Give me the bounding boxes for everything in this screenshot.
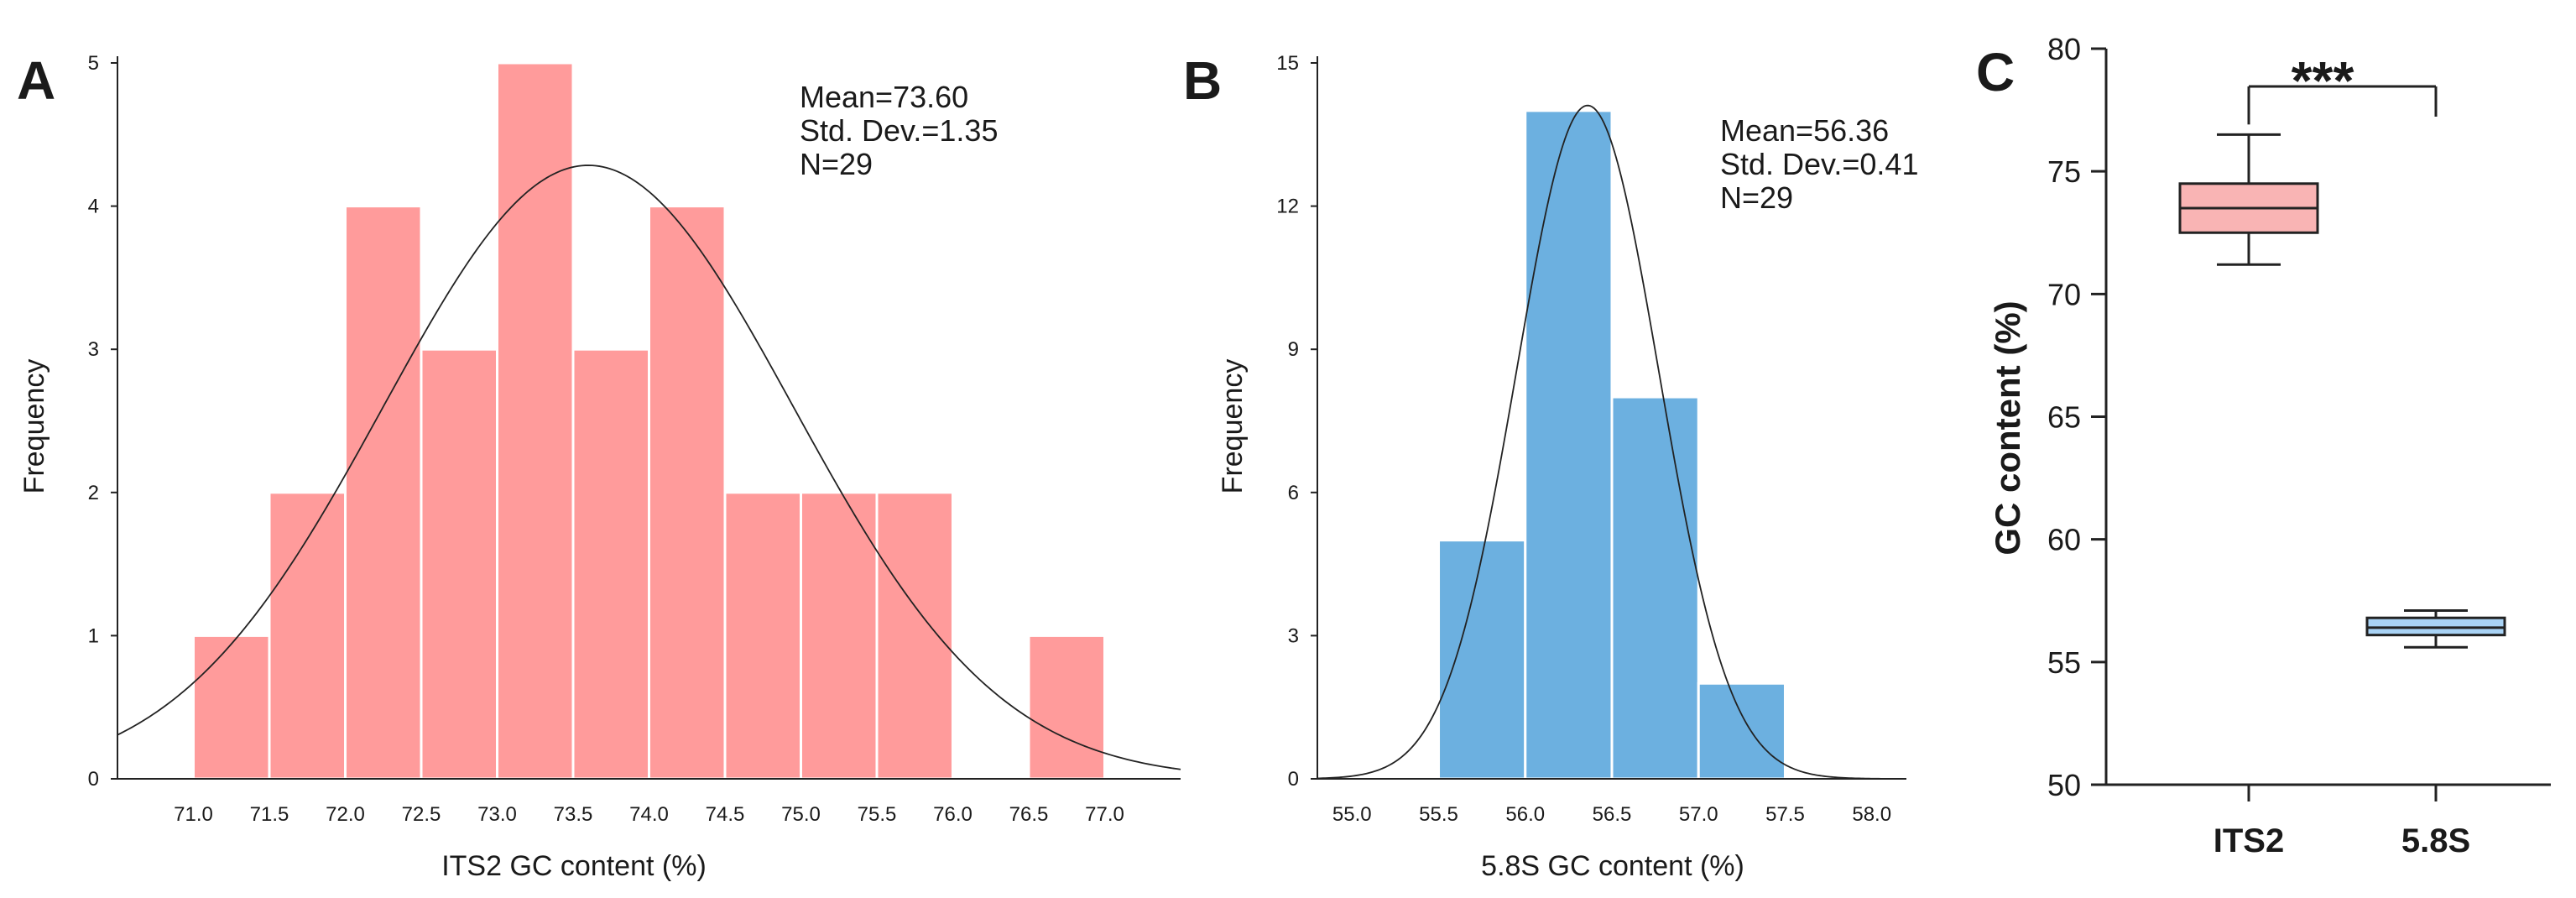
- panel-a-bar-2: [344, 205, 423, 781]
- panel-b-y-axis-title: Frequency: [1217, 359, 1249, 494]
- panel-c-y-tick-label-5: 75: [2047, 154, 2081, 189]
- panel-c-y-tick-label-0: 50: [2047, 768, 2081, 802]
- panel-b-y-tick-label-5: 15: [1276, 52, 1299, 75]
- panel-a-normal-curve: [117, 164, 1181, 770]
- panel-b-stat-n: N=29: [1720, 180, 1793, 215]
- panel-b-x-tick-label-3: 56.5: [1593, 803, 1632, 826]
- panel-a-bar-6: [648, 205, 727, 781]
- panel-a-x-tick-label-0: 71.0: [174, 803, 213, 826]
- panel-c-y-tick-label-6: 80: [2047, 32, 2081, 66]
- panel-b-normal-curve: [1317, 104, 1907, 780]
- panel-b-y-tick-label-0: 0: [1288, 768, 1299, 791]
- panel-a-bar-5: [571, 347, 650, 781]
- panel-a-y-tick-label-5: 5: [88, 52, 99, 75]
- panel-b-x-axis-title: 5.8S GC content (%): [1481, 850, 1744, 882]
- panel-c-y-tick-label-1: 55: [2047, 645, 2081, 680]
- panel-b-x-tick-label-6: 58.0: [1852, 803, 1891, 826]
- panel-a-stat-n: N=29: [800, 147, 873, 181]
- panel-c-boxes: [2178, 133, 2506, 649]
- panel-a-bar-10: [1027, 634, 1106, 781]
- panel-c-x-tick-label-1: 5.8S: [2401, 822, 2470, 859]
- panel-a-x-tick-label-3: 72.5: [402, 803, 441, 826]
- panel-a-x-tick-label-7: 74.5: [706, 803, 745, 826]
- panel-a-bar-9: [875, 491, 954, 781]
- panel-b-bar-3: [1697, 681, 1786, 781]
- panel-a-x-tick-label-6: 74.0: [629, 803, 669, 826]
- panel-a-y-tick-label-1: 1: [88, 624, 99, 647]
- panel-b-bar-1: [1524, 109, 1614, 781]
- panel-letter-a: A: [17, 50, 55, 111]
- significance-bracket: [2247, 85, 2438, 125]
- panel-b-x-tick-label-5: 57.5: [1765, 803, 1805, 826]
- panel-c-y-axis-title: GC content (%): [1988, 300, 2027, 555]
- panel-a-x-axis-title: ITS2 GC content (%): [441, 850, 707, 882]
- panel-a-x-tick-label-4: 73.0: [477, 803, 517, 826]
- panel-a-x-tick-label-1: 71.5: [250, 803, 289, 826]
- panel-c-y-tick-label-3: 65: [2047, 400, 2081, 435]
- panel-b-bar-0: [1437, 539, 1527, 781]
- panel-a-x-tick-label-12: 77.0: [1085, 803, 1124, 826]
- panel-a-bar-0: [192, 634, 271, 781]
- panel-b-y-tick-label-3: 9: [1288, 338, 1299, 361]
- panel-a-x-tick-label-2: 72.0: [326, 803, 365, 826]
- panel-a-y-tick-label-3: 3: [88, 338, 99, 361]
- panel-a-bar-3: [420, 347, 498, 781]
- panel-letter-c: C: [1976, 42, 2015, 102]
- panel-b-histogram: B 0 3 6 9 12 15 55.0 55.5 56.0 56.5 57.0 57.5 58.0 F…: [1183, 50, 1918, 882]
- panel-a-bar-8: [800, 491, 879, 781]
- panel-b-y-tick-label-2: 6: [1288, 482, 1299, 504]
- panel-c-x-tick-label-0: ITS2: [2214, 822, 2284, 859]
- panel-c-y-tick-label-2: 60: [2047, 523, 2081, 557]
- panel-b-stat-mean: Mean=56.36: [1720, 113, 1889, 148]
- panel-c-axes: 50 55 60 65 70 75 80 ITS2 5.8S: [2047, 32, 2551, 859]
- panel-a-histogram: A 0 1 2 3 4 5 71.0 71.5 72.0 72.5 73.0 73.5 74.0 74.5…: [17, 50, 1181, 882]
- panel-a-bars: [192, 61, 1106, 781]
- panel-a-bar-7: [723, 491, 802, 781]
- panel-a-stat-sd: Std. Dev.=1.35: [800, 113, 998, 148]
- panel-a-x-tick-label-10: 76.0: [933, 803, 973, 826]
- panel-b-stat-sd: Std. Dev.=0.41: [1720, 147, 1918, 181]
- panel-b-y-tick-label-4: 12: [1276, 196, 1299, 218]
- panel-b-bars: [1437, 109, 1786, 781]
- panel-a-y-tick-label-4: 4: [88, 196, 99, 218]
- panel-b-x-tick-label-0: 55.0: [1332, 803, 1372, 826]
- panel-letter-b: B: [1183, 50, 1222, 111]
- panel-b-x-tick-label-4: 57.0: [1679, 803, 1718, 826]
- panel-c-boxplot: C 50 55 60 65 70 75 80 ITS2 5.8S *** GC content …: [1976, 32, 2551, 859]
- panel-a-bar-1: [268, 491, 347, 781]
- panel-a-stat-mean: Mean=73.60: [800, 80, 968, 114]
- panel-a-y-axis-title: Frequency: [18, 359, 50, 494]
- panel-a-x-tick-label-5: 73.5: [554, 803, 593, 826]
- panel-a-y-tick-label-2: 2: [88, 482, 99, 504]
- panel-a-x-tick-label-11: 76.5: [1009, 803, 1049, 826]
- significance-stars: ***: [2292, 50, 2354, 111]
- panel-a-x-tick-label-9: 75.5: [858, 803, 897, 826]
- panel-b-x-tick-label-1: 55.5: [1419, 803, 1458, 826]
- panel-a-axes: 0 1 2 3 4 5 71.0 71.5 72.0 72.5 73.0 73.5 74.0 74.5 75…: [88, 52, 1181, 826]
- panel-b-axes: 0 3 6 9 12 15 55.0 55.5 56.0 56.5 57.0 57.5 58.0: [1276, 52, 1906, 826]
- panel-b-y-tick-label-1: 3: [1288, 624, 1299, 647]
- panel-b-x-tick-label-2: 56.0: [1505, 803, 1545, 826]
- panel-a-x-tick-label-8: 75.0: [781, 803, 821, 826]
- panel-a-y-tick-label-0: 0: [88, 768, 99, 791]
- panel-a-bar-4: [496, 61, 575, 781]
- panel-b-bar-2: [1610, 395, 1700, 781]
- panel-c-y-tick-label-4: 70: [2047, 277, 2081, 311]
